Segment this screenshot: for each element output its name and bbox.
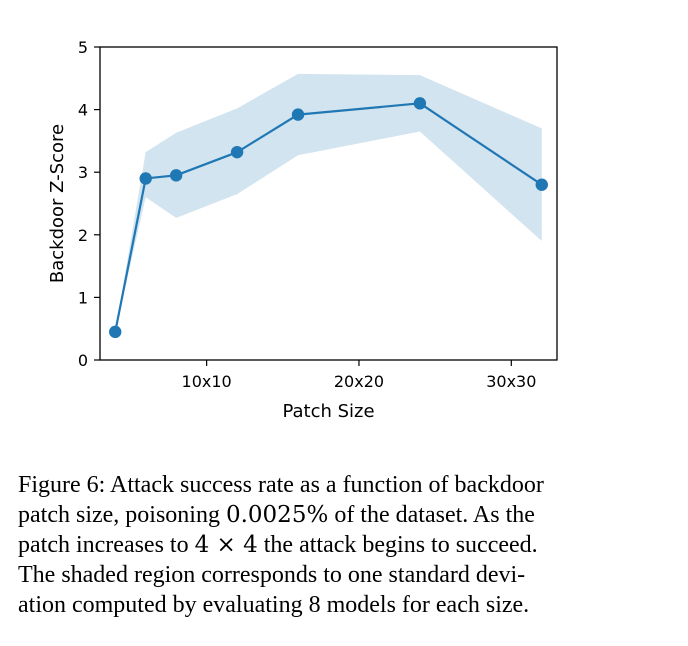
caption-text: patch increases to [18, 532, 195, 558]
x-axis-title: Patch Size [282, 401, 374, 422]
y-tick-label: 5 [78, 38, 88, 57]
x-axis-ticks: 10x10 20x20 30x30 [182, 360, 536, 391]
y-tick-label: 2 [78, 226, 88, 245]
data-point [535, 178, 548, 191]
y-axis-title: Backdoor Z-Score [47, 124, 68, 283]
caption-line-2: patch size, poisoning 0.0025% of the dat… [18, 502, 535, 528]
y-axis-ticks: 0 1 2 3 4 5 [78, 38, 100, 370]
x-tick-label: 30x30 [486, 372, 536, 391]
figure-caption: Figure 6: Attack success rate as a funct… [18, 470, 668, 620]
caption-math: 0.0025% [225, 502, 329, 528]
data-point [230, 145, 244, 159]
y-tick-label: 1 [78, 288, 88, 307]
plot-frame [99, 46, 558, 361]
caption-math: 4 × 4 [194, 532, 258, 558]
caption-text: patch size, poisoning [18, 502, 226, 528]
data-point [291, 108, 305, 121]
caption-text: of the dataset. As the [328, 502, 535, 528]
chart: 10x10 20x20 30x30 0 1 2 3 4 5 Patch Size Backdo… [47, 38, 558, 422]
y-tick-label: 4 [78, 101, 88, 120]
std-dev-band [115, 73, 542, 332]
caption-text: the attack begins to succeed. [257, 532, 538, 558]
data-point [109, 325, 122, 339]
x-tick-label: 20x20 [334, 372, 384, 391]
data-point [169, 169, 183, 182]
caption-line-3: patch increases to 4 × 4 the attack begi… [18, 532, 538, 558]
caption-line-1: Figure 6: Attack success rate as a funct… [18, 472, 544, 498]
x-tick-label: 10x10 [182, 372, 232, 391]
y-tick-label: 0 [78, 351, 88, 370]
std-dev-band-layer [115, 73, 542, 332]
data-point [139, 172, 152, 185]
caption-line-4: The shaded region corresponds to one sta… [18, 562, 526, 588]
y-tick-label: 3 [78, 163, 88, 182]
caption-line-5: ation computed by evaluating 8 models fo… [18, 592, 530, 618]
data-point [413, 97, 427, 110]
data-point-layer [109, 97, 548, 339]
